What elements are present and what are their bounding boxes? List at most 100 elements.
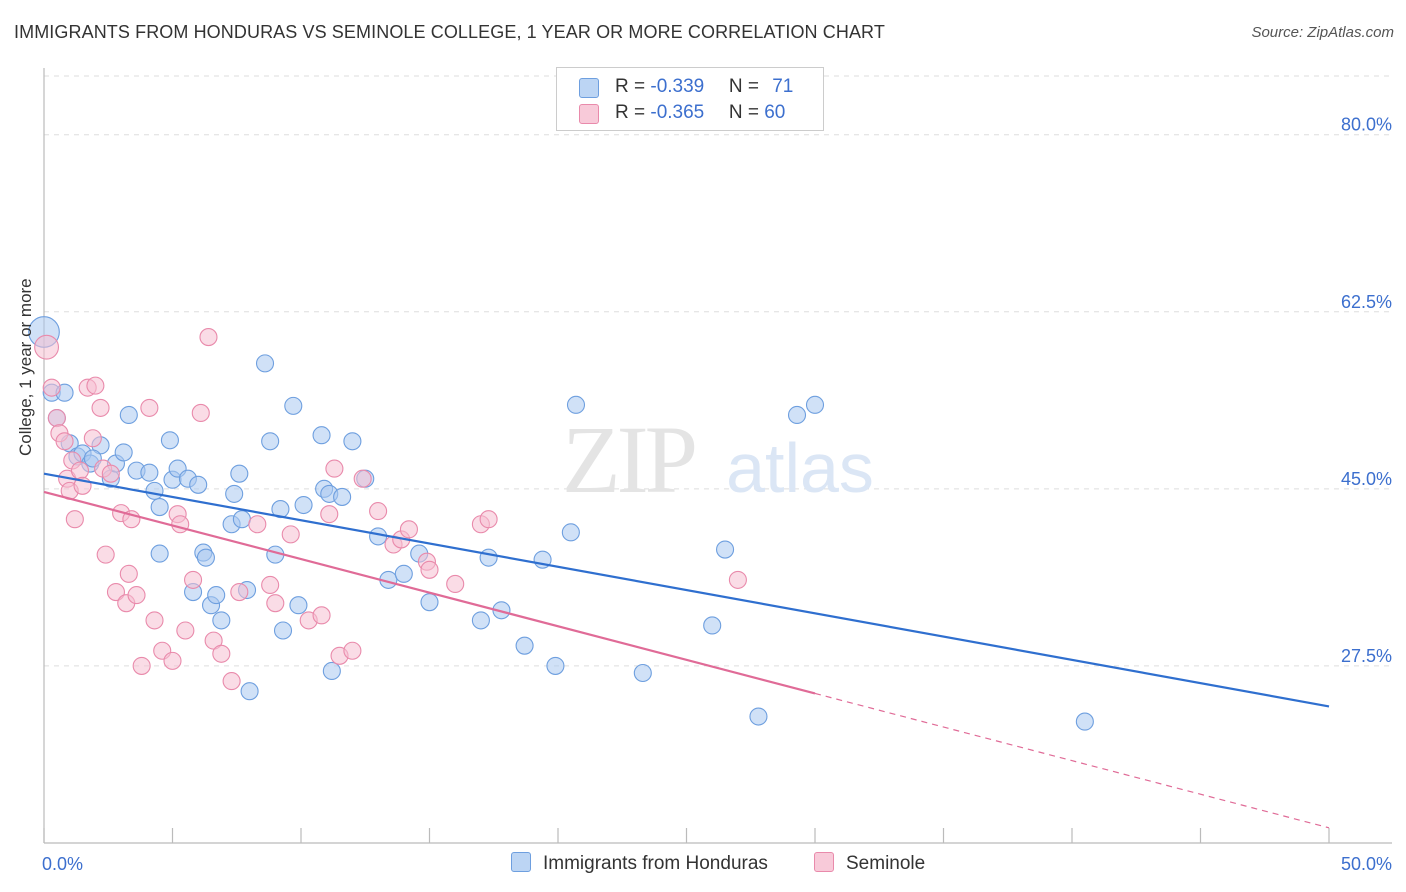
watermark-atlas: atlas xyxy=(726,429,874,507)
seminole-point xyxy=(281,525,300,544)
seminole-point xyxy=(199,328,218,347)
seminole-point xyxy=(222,672,241,691)
honduras-point xyxy=(140,463,159,482)
honduras-point xyxy=(207,586,226,605)
honduras-point xyxy=(566,395,586,414)
honduras-point xyxy=(322,661,341,681)
honduras-point xyxy=(119,405,138,425)
legend-n-value: 71 xyxy=(772,76,794,97)
chart-title: IMMIGRANTS FROM HONDURAS VS SEMINOLE COL… xyxy=(14,22,885,42)
honduras-point xyxy=(145,481,164,500)
seminole-point xyxy=(191,403,210,423)
honduras-point xyxy=(232,510,251,529)
seminole-point xyxy=(42,378,61,397)
seminole-point xyxy=(47,408,66,428)
seminole-point xyxy=(369,502,388,521)
seminole-point xyxy=(320,505,339,524)
honduras-point xyxy=(749,707,768,726)
seminole-point xyxy=(65,510,84,529)
seminole-point xyxy=(140,398,159,417)
legend-r-label: R = xyxy=(615,76,651,97)
x-tick-label-min: 0.0% xyxy=(42,854,83,874)
seminole-point xyxy=(728,570,747,589)
seminole-point xyxy=(261,575,280,595)
legend-swatch-blue xyxy=(511,852,531,872)
y-tick-label: 62.5% xyxy=(1341,292,1392,312)
legend-r-label: R = xyxy=(615,102,651,123)
honduras-point xyxy=(289,596,308,615)
legend-swatch-pink xyxy=(579,104,599,124)
honduras-point xyxy=(150,544,169,563)
seminole-point xyxy=(132,656,151,675)
honduras-point xyxy=(150,498,169,517)
honduras-point xyxy=(114,443,133,462)
axes xyxy=(43,68,1392,844)
gridlines xyxy=(44,75,1392,667)
honduras-point xyxy=(240,682,259,701)
seminole-point xyxy=(353,469,372,488)
honduras-point xyxy=(394,564,413,583)
honduras-point xyxy=(225,484,244,503)
tick-labels: 27.5% 45.0% 62.5% 80.0% 0.0% 50.0% xyxy=(42,115,1392,874)
bottom-legend-seminole: Seminole xyxy=(814,852,925,875)
honduras-point xyxy=(561,523,580,542)
x-tick-label-max: 50.0% xyxy=(1341,854,1392,874)
legend-swatch-blue xyxy=(579,78,599,98)
seminole-point xyxy=(145,611,164,630)
seminole-point xyxy=(55,432,74,451)
honduras-point xyxy=(343,432,362,451)
honduras-point xyxy=(196,548,215,567)
y-tick-label: 27.5% xyxy=(1341,646,1392,666)
seminole-point xyxy=(83,429,102,448)
seminole-point xyxy=(70,461,90,480)
trend-line-honduras xyxy=(43,472,1330,708)
seminole-point xyxy=(91,398,110,417)
seminole-point xyxy=(171,515,190,534)
seminole-point xyxy=(86,376,105,395)
trend-line-seminole-extrapolated xyxy=(814,692,1330,829)
legend-swatch-pink xyxy=(814,852,834,872)
honduras-point xyxy=(284,396,303,415)
honduras-point xyxy=(294,495,313,515)
seminole-point xyxy=(420,560,439,579)
seminole-point xyxy=(230,583,249,602)
seminole-point xyxy=(312,606,331,625)
honduras-point xyxy=(230,464,249,483)
seminole-point xyxy=(96,545,115,564)
seminole-point xyxy=(325,459,344,478)
legend-label-honduras: Immigrants from Honduras xyxy=(543,853,768,874)
honduras-point xyxy=(261,432,280,451)
honduras-point xyxy=(255,354,275,373)
honduras-point xyxy=(312,426,331,445)
seminole-point xyxy=(399,520,418,539)
honduras-point xyxy=(787,405,807,425)
honduras-point xyxy=(160,431,179,450)
y-tick-label: 45.0% xyxy=(1341,469,1392,489)
legend-label-seminole: Seminole xyxy=(846,853,926,874)
y-axis-label: College, 1 year or more xyxy=(16,278,35,456)
seminole-point xyxy=(127,586,146,605)
trend-lines xyxy=(43,472,1330,829)
y-tick-label: 80.0% xyxy=(1341,115,1392,135)
trend-line-seminole xyxy=(43,490,816,695)
honduras-point xyxy=(546,656,565,675)
seminole-point xyxy=(446,574,465,594)
honduras-point xyxy=(471,611,490,630)
honduras-point xyxy=(369,527,388,546)
honduras-point xyxy=(715,540,735,559)
seminole-point xyxy=(212,644,231,663)
bottom-legend-honduras: Immigrants from Honduras xyxy=(511,852,768,875)
legend-n-label: N = xyxy=(728,102,765,123)
honduras-point xyxy=(189,475,208,494)
honduras-point xyxy=(515,636,534,655)
seminole-point xyxy=(184,570,203,589)
seminole-point xyxy=(163,651,182,670)
watermark: ZIP atlas xyxy=(562,406,874,513)
seminole-point xyxy=(266,594,285,613)
seminole-point xyxy=(248,515,267,534)
seminole-point xyxy=(119,564,138,583)
honduras-point xyxy=(1075,712,1094,731)
honduras-point xyxy=(212,611,231,630)
honduras-point xyxy=(420,593,439,612)
